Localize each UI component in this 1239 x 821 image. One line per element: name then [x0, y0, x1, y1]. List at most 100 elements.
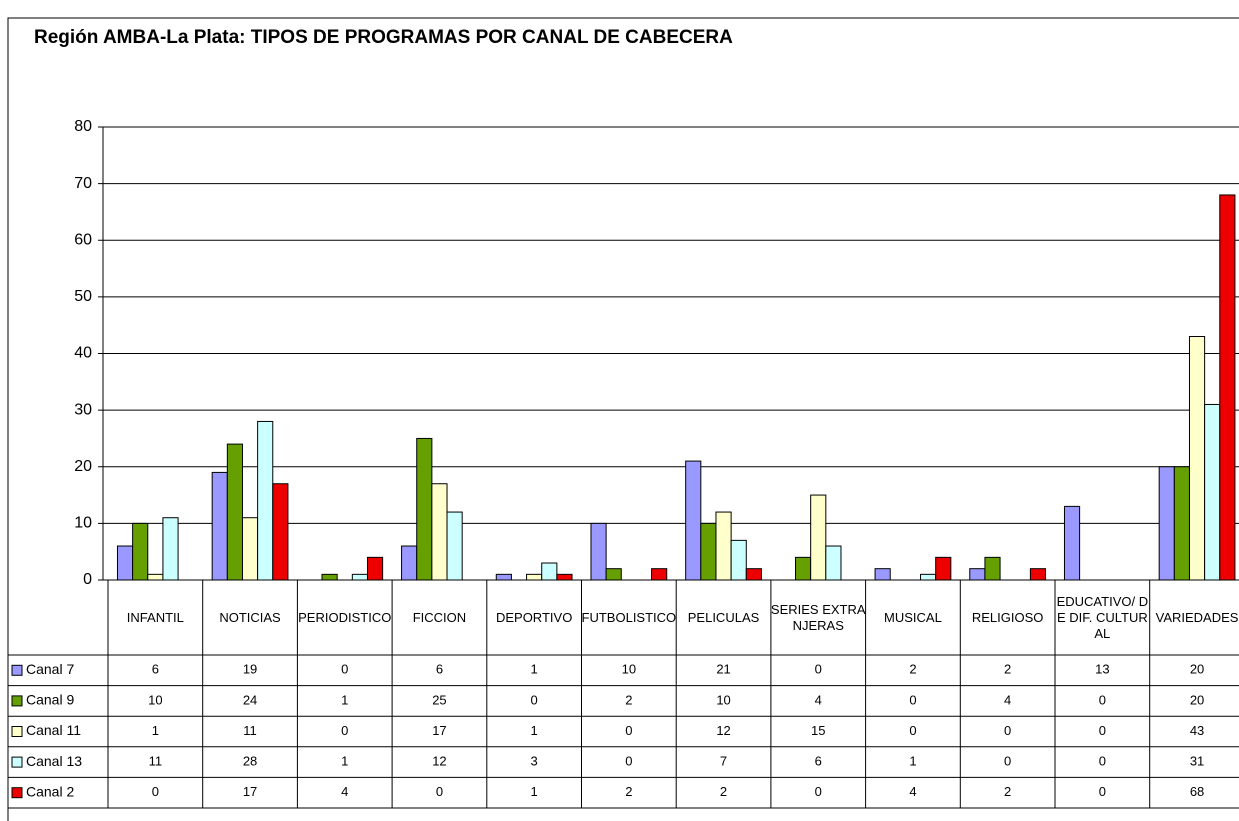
- bar: [590, 522, 607, 581]
- table-value: 0: [341, 662, 348, 677]
- legend-swatch: [11, 726, 23, 737]
- table-value: 24: [243, 692, 257, 707]
- table-value: 11: [243, 723, 257, 738]
- x-tick-label: MUSICAL: [884, 609, 942, 625]
- x-tick-label: PELICULAS: [687, 609, 760, 625]
- bar: [1158, 466, 1175, 581]
- table-value: 0: [1099, 692, 1106, 707]
- chart-frame: [7, 17, 1239, 821]
- table-value: 28: [243, 754, 257, 769]
- y-tick-label: 20: [74, 458, 92, 475]
- bar: [715, 511, 732, 581]
- x-tick-label: PERIODISTICO: [298, 609, 392, 625]
- bar: [605, 568, 622, 581]
- bar: [226, 443, 243, 581]
- table-value: 1: [531, 784, 538, 799]
- table-value: 10: [622, 662, 636, 677]
- table-value: 0: [436, 784, 443, 799]
- bar: [1219, 194, 1236, 581]
- table-value: 4: [815, 692, 822, 707]
- bar: [745, 568, 762, 581]
- table-value: 25: [432, 692, 446, 707]
- y-tick-label: 0: [83, 571, 92, 588]
- x-tick-label-box: MUSICAL: [884, 609, 942, 625]
- table-value: 21: [716, 662, 730, 677]
- table-value: 12: [432, 754, 446, 769]
- table-value: 0: [815, 662, 822, 677]
- bar: [1204, 403, 1221, 581]
- table-value: 3: [531, 754, 538, 769]
- table-value: 11: [149, 754, 163, 769]
- x-tick-label-box: INFANTIL: [127, 610, 184, 625]
- bar: [651, 568, 668, 581]
- table-value: 43: [1190, 723, 1204, 738]
- table-value: 10: [148, 692, 162, 707]
- table-value: 12: [716, 723, 730, 738]
- table-value: 6: [815, 754, 822, 769]
- legend-label: Canal 2: [26, 783, 74, 799]
- bar: [969, 568, 986, 581]
- bar: [1063, 505, 1081, 581]
- x-tick-label-box: PELICULAS: [687, 609, 760, 625]
- table-value: 1: [531, 723, 538, 738]
- table-value: 10: [716, 692, 730, 707]
- bar: [431, 483, 448, 581]
- table-value: 17: [243, 784, 257, 799]
- legend-swatch: [11, 787, 23, 799]
- chart-title: Región AMBA-La Plata: TIPOS DE PROGRAMAS…: [34, 27, 733, 48]
- x-tick-label: FICCION: [412, 609, 467, 625]
- bar: [211, 471, 228, 581]
- table-value: 1: [152, 723, 159, 738]
- bar: [162, 517, 179, 581]
- bar: [116, 545, 134, 581]
- table-value: 2: [625, 784, 632, 799]
- x-tick-label: EDUCATIVO/ DE DIF. CULTURAL: [1056, 593, 1149, 641]
- table-value: 15: [811, 723, 825, 738]
- y-tick-label: 80: [74, 118, 92, 135]
- table-value: 2: [1004, 784, 1011, 799]
- table-value: 20: [1190, 692, 1204, 707]
- table-value: 2: [625, 692, 632, 707]
- table-value: 0: [909, 723, 916, 738]
- table-value: 68: [1190, 784, 1204, 799]
- bar: [416, 437, 433, 581]
- bar: [351, 573, 368, 581]
- bar: [984, 556, 1001, 581]
- table-value: 2: [720, 784, 727, 799]
- bar: [935, 556, 952, 581]
- table-value: 0: [909, 692, 916, 707]
- bar: [241, 517, 259, 581]
- bar: [810, 494, 827, 581]
- table-value: 4: [909, 784, 916, 799]
- legend-swatch: [11, 695, 23, 707]
- bar: [874, 568, 891, 581]
- y-tick-label: 40: [74, 345, 92, 362]
- y-tick-label: 10: [74, 515, 92, 532]
- x-tick-label-box: DEPORTIVO: [496, 610, 572, 625]
- x-tick-label: NOTICIAS: [219, 609, 281, 625]
- table-value: 0: [1099, 754, 1106, 769]
- table-value: 0: [1004, 754, 1011, 769]
- table-value: 7: [720, 754, 727, 769]
- legend-label: Canal 11: [26, 722, 81, 738]
- table-value: 19: [243, 662, 257, 677]
- bar: [685, 460, 702, 581]
- table-value: 0: [341, 723, 348, 738]
- table-value: 6: [436, 662, 443, 677]
- bar: [920, 573, 937, 581]
- bar: [257, 420, 274, 581]
- bar: [541, 562, 558, 581]
- table-value: 0: [1004, 723, 1011, 738]
- table-value: 1: [909, 754, 916, 769]
- x-tick-label-box: FUTBOLISTICO: [582, 610, 677, 625]
- table-value: 20: [1190, 662, 1204, 677]
- bar: [272, 483, 289, 581]
- table-value: 0: [625, 723, 632, 738]
- bar: [700, 522, 717, 581]
- table-value: 13: [1095, 662, 1109, 677]
- bar: [526, 573, 543, 581]
- table-value: 4: [1004, 692, 1011, 707]
- y-tick-label: 30: [74, 401, 92, 418]
- x-tick-label-box: SERIES EXTRANJERAS: [771, 602, 866, 633]
